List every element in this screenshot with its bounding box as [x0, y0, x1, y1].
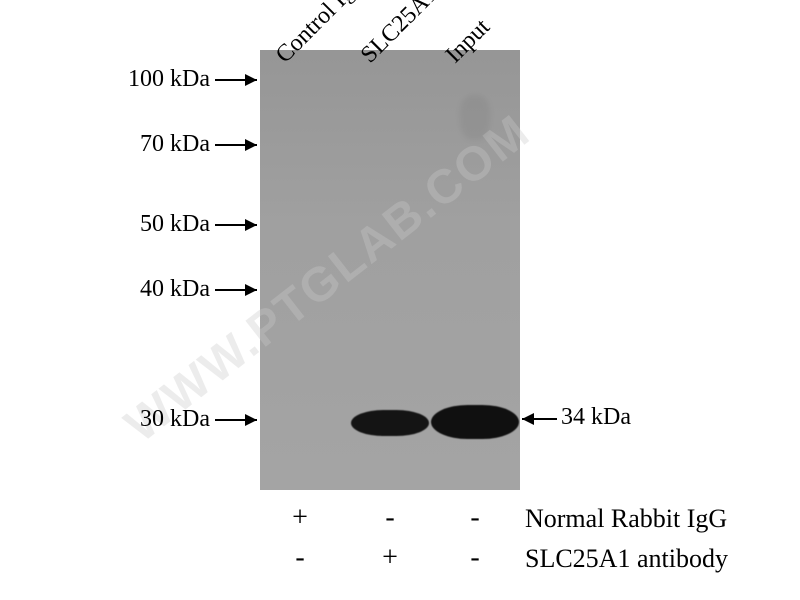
mw-marker-arrow [215, 138, 255, 140]
blot-smudge [460, 95, 490, 140]
treatment-symbol: - [280, 542, 320, 574]
blot-band [351, 410, 429, 436]
detected-band-label: 34 kDa [561, 404, 631, 431]
treatment-label: SLC25A1 antibody [525, 544, 728, 574]
mw-marker-label: 40 kDa [100, 276, 210, 303]
mw-marker-arrow [215, 283, 255, 285]
mw-marker-arrow [215, 413, 255, 415]
mw-marker-arrow [215, 73, 255, 75]
mw-marker-label: 50 kDa [100, 211, 210, 238]
detected-band-arrow [522, 412, 557, 431]
mw-marker-arrow [215, 218, 255, 220]
blot-band [431, 405, 519, 439]
treatment-symbol: + [370, 542, 410, 574]
mw-marker-label: 100 kDa [100, 66, 210, 93]
treatment-label: Normal Rabbit IgG [525, 504, 727, 534]
treatment-symbol: - [370, 502, 410, 534]
mw-marker-label: 30 kDa [100, 406, 210, 433]
treatment-symbol: - [455, 542, 495, 574]
figure-container: WWW.PTGLAB.COM 100 kDa 70 kDa 50 kDa 40 … [0, 0, 800, 600]
treatment-symbol: + [280, 502, 320, 534]
mw-marker-label: 70 kDa [100, 131, 210, 158]
treatment-symbol: - [455, 502, 495, 534]
